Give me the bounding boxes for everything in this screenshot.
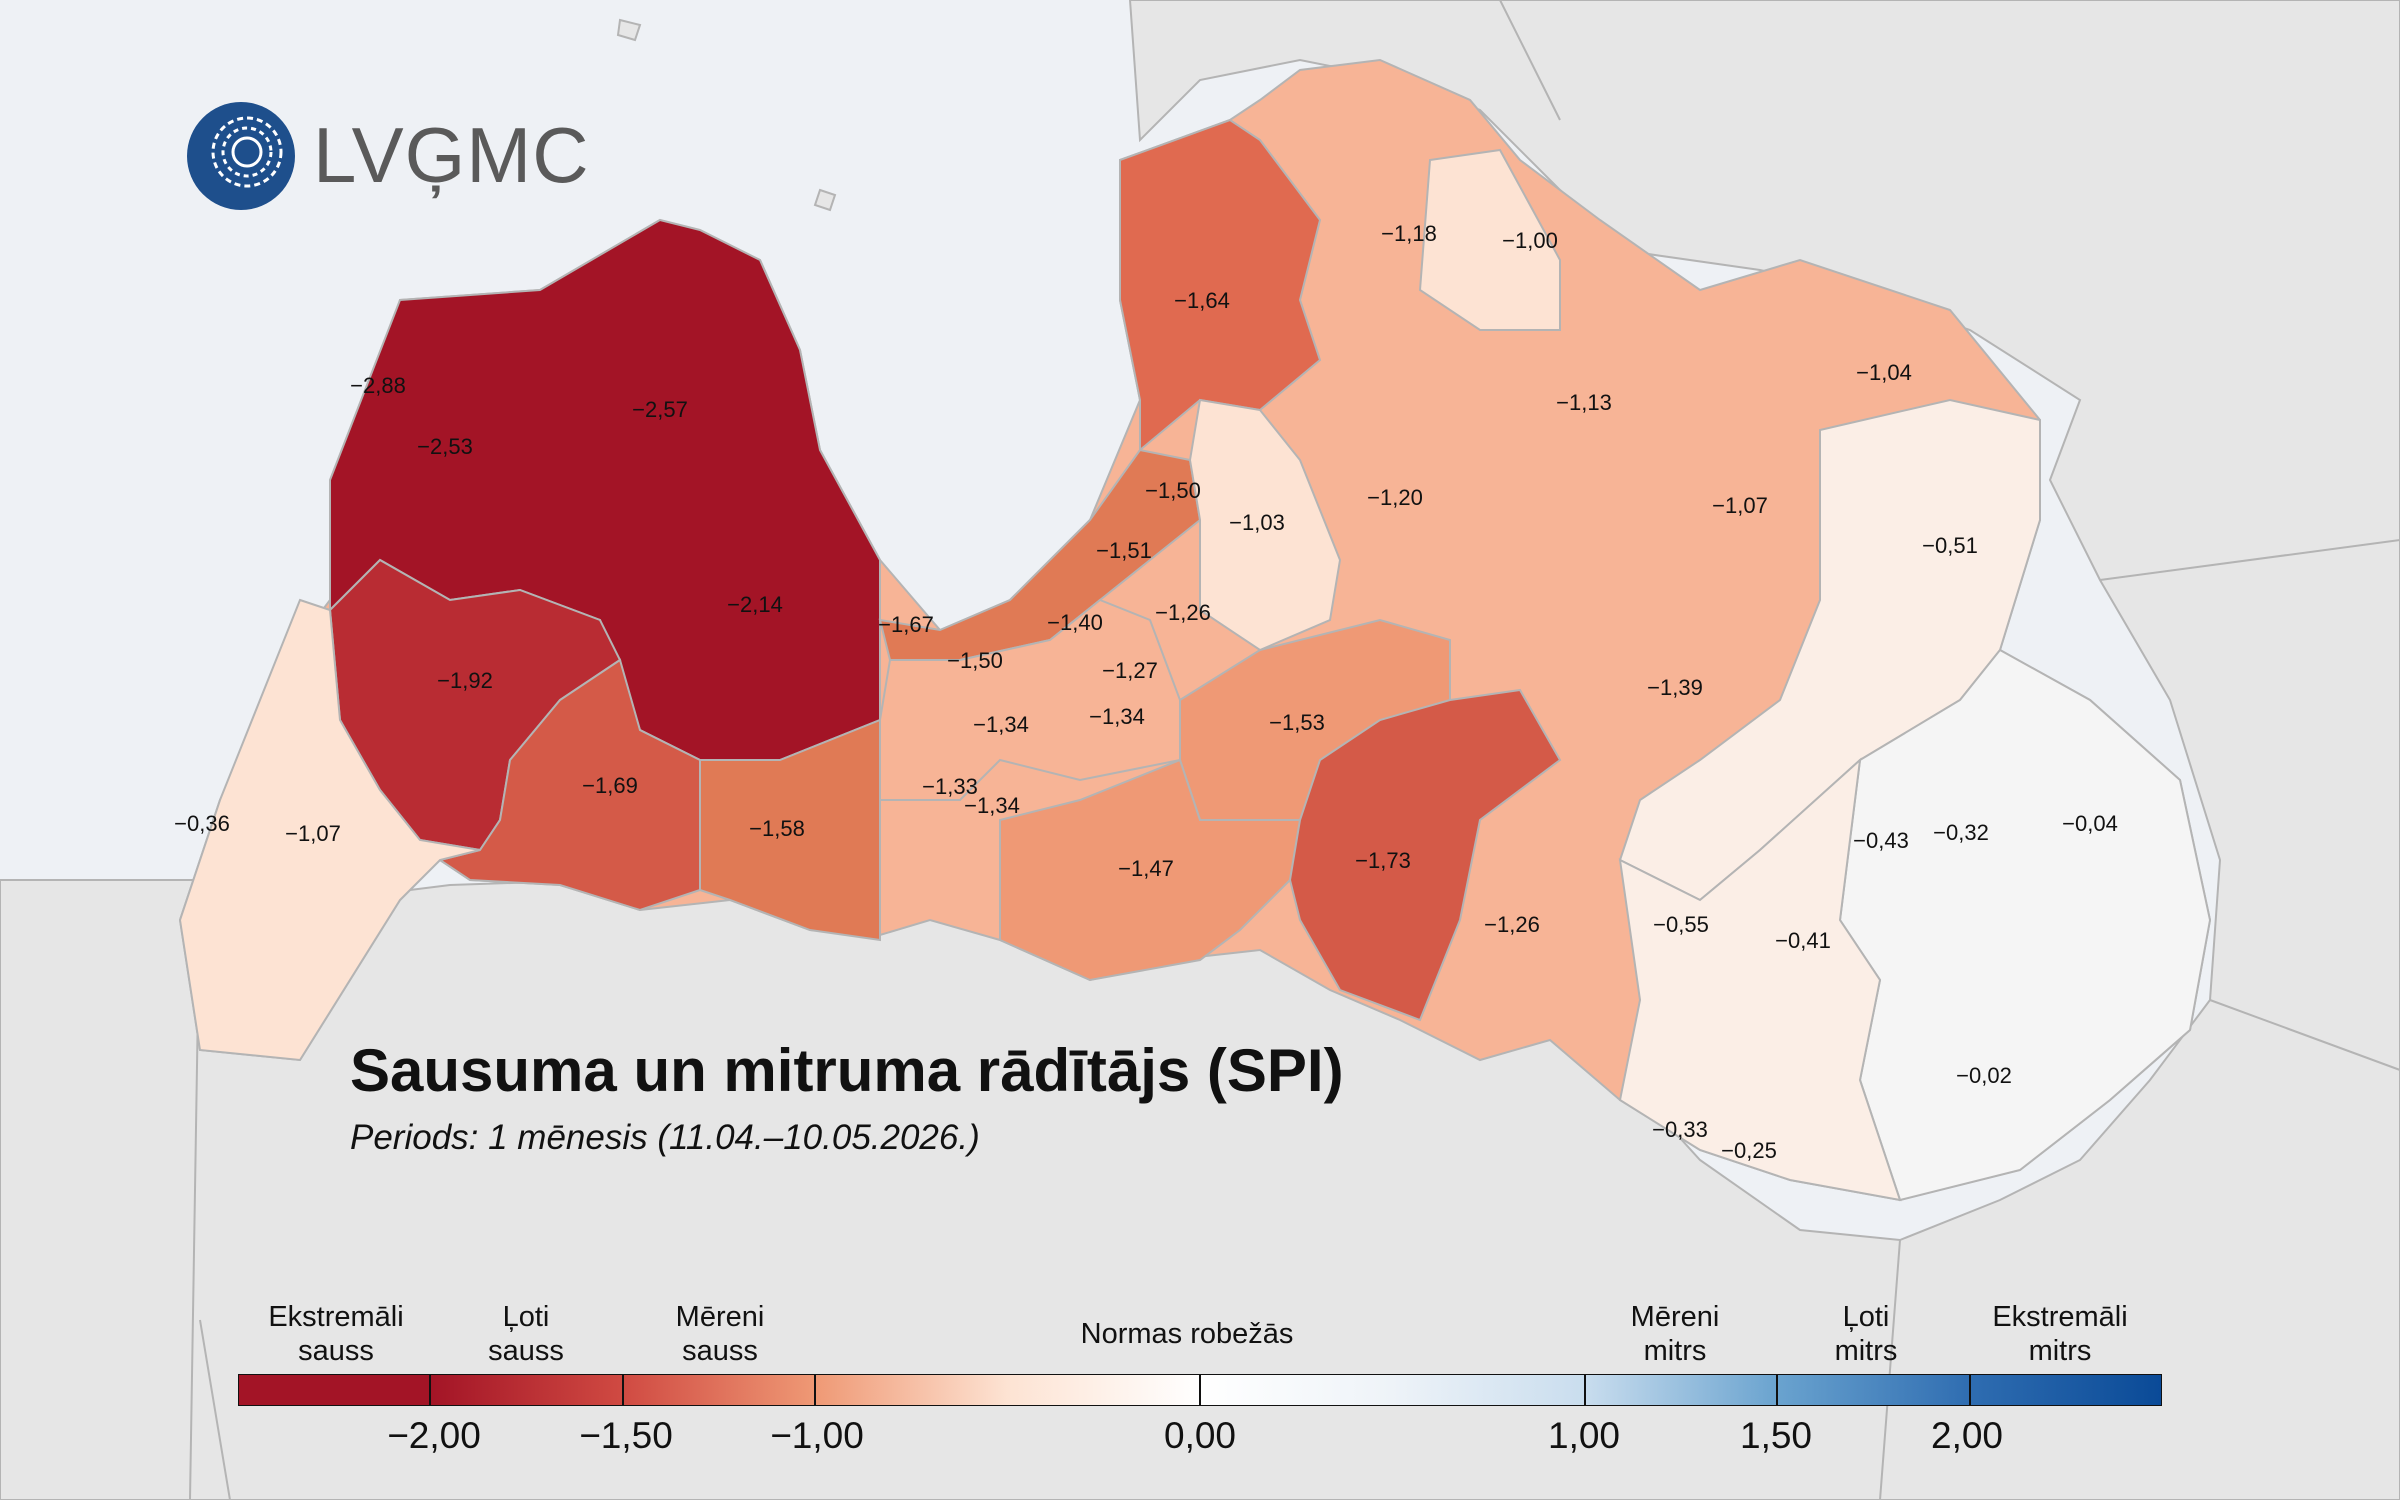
region-value: −1,34 — [973, 712, 1029, 737]
region-southeast-pale — [1618, 757, 1902, 1202]
legend-category-line1: Normas robežās — [1080, 1318, 1294, 1350]
colorbar-ticks — [429, 1374, 1971, 1406]
region-value: −1,67 — [878, 612, 934, 637]
colorbar-tick-label: −2,00 — [387, 1415, 481, 1456]
colorbar-tick-label: 2,00 — [1930, 1415, 2004, 1456]
logo-text: LVĢMC — [313, 111, 590, 199]
region-value: −1,40 — [1047, 610, 1103, 635]
region-value: −0,32 — [1933, 820, 1989, 845]
region-liepaja — [178, 598, 481, 1062]
legend-category-line1: Ekstremāli — [1992, 1301, 2128, 1333]
legend-category: Ekstremāli mitrs — [1960, 1300, 2160, 1368]
region-limbazi — [1119, 118, 1322, 453]
region-value: −1,39 — [1647, 675, 1703, 700]
region-value: −1,00 — [1502, 228, 1558, 253]
neighbor-borders — [189, 0, 2400, 1500]
legend-category-line2: sauss — [298, 1335, 374, 1367]
legend-category: Normas robežās — [1037, 1317, 1337, 1351]
region-value: −1,03 — [1229, 510, 1285, 535]
region-value: −1,07 — [1712, 493, 1768, 518]
region-value: −0,43 — [1853, 828, 1909, 853]
region-value: −1,13 — [1556, 390, 1612, 415]
lvgmc-logo: LVĢMC — [185, 100, 605, 220]
region-dry-mid — [699, 718, 881, 942]
legend-category-line2: mitrs — [2028, 1335, 2092, 1367]
region-value: −0,02 — [1956, 1063, 2012, 1088]
legend-category-line2: mitrs — [1834, 1335, 1898, 1367]
legend-category: Mēreni mitrs — [1575, 1300, 1775, 1368]
legend-category: Ļoti sauss — [426, 1300, 626, 1368]
colorbar-tick-label: 1,00 — [1547, 1415, 1621, 1456]
legend-colorbar — [238, 1374, 2162, 1406]
region-value: −1,04 — [1856, 360, 1912, 385]
legend-category: Mēreni sauss — [620, 1300, 820, 1368]
map-title: Sausuma un mitruma rādītājs (SPI) — [350, 1037, 1344, 1104]
region-value: −1,33 — [922, 774, 978, 799]
region-value: −1,64 — [1174, 288, 1230, 313]
region-value: −1,92 — [437, 668, 493, 693]
region-value: −1,53 — [1269, 710, 1325, 735]
region-value: −2,88 — [350, 373, 406, 398]
region-value: −0,55 — [1653, 912, 1709, 937]
region-sigulda — [1188, 398, 1342, 652]
region-value: −0,04 — [2062, 811, 2118, 836]
region-value: −0,33 — [1652, 1117, 1708, 1142]
colorbar-tick-label: 0,00 — [1163, 1415, 1237, 1456]
colorbar-tick-label: −1,50 — [579, 1415, 673, 1456]
region-value: −1,18 — [1381, 221, 1437, 246]
legend-category-line2: sauss — [682, 1335, 758, 1367]
legend-category-line1: Mēreni — [675, 1301, 765, 1333]
colorbar-tick-label: −1,00 — [770, 1415, 864, 1456]
region-jekabpils — [1288, 688, 1562, 1022]
region-value: −1,47 — [1118, 856, 1174, 881]
region-value: −1,73 — [1355, 848, 1411, 873]
region-value: −1,26 — [1155, 600, 1211, 625]
legend-category-line2: mitrs — [1643, 1335, 1707, 1367]
region-value: −2,53 — [417, 434, 473, 459]
logo-emblem-icon — [187, 102, 295, 210]
region-value: −1,69 — [582, 773, 638, 798]
region-value: −1,51 — [1096, 538, 1152, 563]
region-value: −1,26 — [1484, 912, 1540, 937]
region-value: −0,51 — [1922, 533, 1978, 558]
region-value: −1,20 — [1367, 485, 1423, 510]
region-value: −0,41 — [1775, 928, 1831, 953]
map-subtitle: Periods: 1 mēnesis (11.04.–10.05.2026.) — [350, 1118, 980, 1157]
region-value: −1,34 — [964, 793, 1020, 818]
region-value: −1,27 — [1102, 658, 1158, 683]
region-valka — [1418, 148, 1561, 331]
region-value: −1,50 — [947, 648, 1003, 673]
region-value: −0,25 — [1721, 1138, 1777, 1163]
region-value: −1,07 — [285, 821, 341, 846]
legend-category-line1: Ļoti — [502, 1301, 550, 1333]
legend-category-line2: sauss — [488, 1335, 564, 1367]
region-value: −1,50 — [1145, 478, 1201, 503]
region-value: −1,58 — [749, 816, 805, 841]
island — [616, 18, 837, 212]
legend-category: Ļoti mitrs — [1766, 1300, 1966, 1368]
legend-category-line1: Ļoti — [1842, 1301, 1890, 1333]
colorbar-tick-label: 1,50 — [1739, 1415, 1813, 1456]
legend-category-line1: Ekstremāli — [268, 1301, 404, 1333]
region-value: −1,34 — [1089, 704, 1145, 729]
region-value: −2,57 — [632, 397, 688, 422]
legend-category: Ekstremāli sauss — [236, 1300, 436, 1368]
region-value: −2,14 — [727, 592, 783, 617]
legend-category-line1: Mēreni — [1630, 1301, 1720, 1333]
region-value: −0,36 — [174, 811, 230, 836]
region-labels: −2,88 −2,53 −2,57 −2,14 −1,92 −1,69 −1,5… — [174, 221, 2118, 1163]
